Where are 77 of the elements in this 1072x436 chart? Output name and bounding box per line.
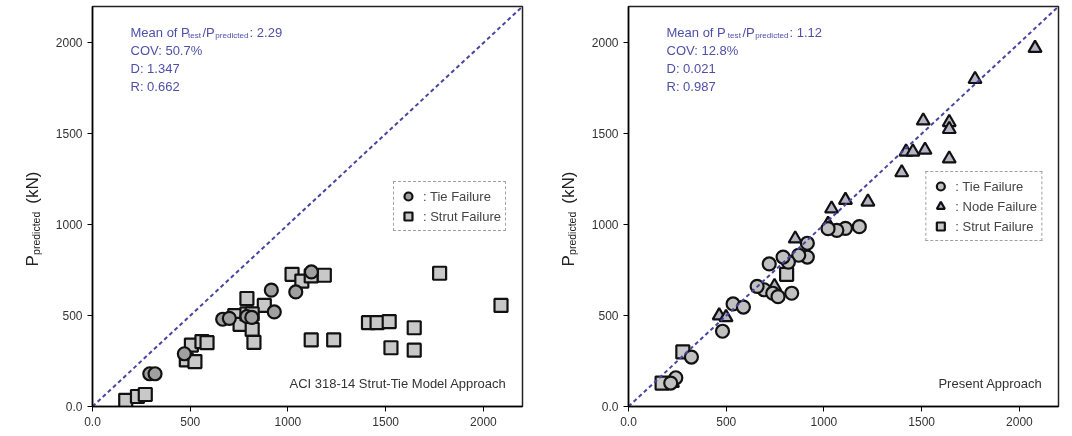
y-tick-label: 500 [598,309,619,324]
point [784,285,800,301]
point [905,143,921,157]
point [176,346,192,362]
point [266,304,282,320]
point [493,297,509,314]
y-tick-label: 500 [62,309,83,324]
y-tick-label: 1500 [591,127,619,142]
point [770,289,786,305]
point [432,265,448,281]
point [221,310,237,326]
y-tick-label: 0.0 [65,400,83,414]
legend-label: : Strut Failure [955,217,1034,236]
annotation: COV: 12.8% [666,43,739,58]
point [941,120,957,135]
annotation: Mean of Ptest/Ppredicted: 1.12 [666,25,823,40]
point [326,332,342,348]
y-tick-label: 1000 [55,218,83,233]
x-tick-label: 0.0 [620,414,638,429]
x-tick-label: 500 [180,414,201,429]
point [860,193,876,207]
point [1027,39,1043,53]
y-axis-title: Ppredicted (kN) [23,171,42,267]
point [683,349,700,365]
point [246,334,262,350]
point [187,353,203,370]
y-tick-label: 2000 [55,36,83,51]
point [761,256,777,272]
legend-label: : Tie Failure [422,187,491,206]
point [303,332,319,348]
x-tick-label: 2000 [470,414,498,429]
point [303,264,320,280]
y-tick-label: 2000 [591,36,619,51]
annotation: R: 0.662 [130,79,180,94]
legend-label: : Strut Failure [422,207,501,226]
point [263,282,279,298]
annotation: R: 0.987 [666,79,716,94]
point [735,299,752,315]
point [406,342,422,358]
annotation: COV: 50.7% [130,43,203,58]
point [851,219,867,235]
point [894,163,910,178]
legend-label: : Tie Failure [955,177,1024,196]
point [288,284,304,300]
y-tick-label: 0.0 [601,400,619,414]
annotation: ACI 318-14 Strut-Tie Model Approach [289,375,506,391]
x-tick-label: 0.0 [84,414,102,429]
annotation: Mean of Ptest/Ppredicted: 2.29 [130,25,283,40]
annotation: Present Approach [938,375,1042,391]
annotation: D: 1.347 [130,61,180,76]
point [823,200,840,214]
y-tick-label: 1500 [55,127,83,142]
x-tick-label: 2000 [1006,414,1034,429]
point [381,313,397,330]
point [239,290,255,307]
point [199,335,215,351]
point [915,112,931,126]
x-tick-label: 1000 [274,414,302,429]
point [787,230,803,244]
point [917,141,933,155]
point [714,323,731,339]
y-axis-title: Ppredicted (kN) [559,171,578,267]
x-tick-label: 1500 [908,414,936,429]
x-tick-label: 1500 [372,414,400,429]
point [147,366,163,382]
point [820,221,836,237]
point [316,267,332,283]
point [837,191,854,205]
x-tick-label: 500 [716,414,737,429]
legend-label: : Node Failure [955,197,1037,216]
annotation: D: 0.021 [666,61,716,76]
point [406,320,422,336]
x-tick-label: 1000 [810,414,838,429]
point [941,150,957,164]
y-tick-label: 1000 [591,218,619,233]
point [383,340,399,356]
point [137,386,153,403]
